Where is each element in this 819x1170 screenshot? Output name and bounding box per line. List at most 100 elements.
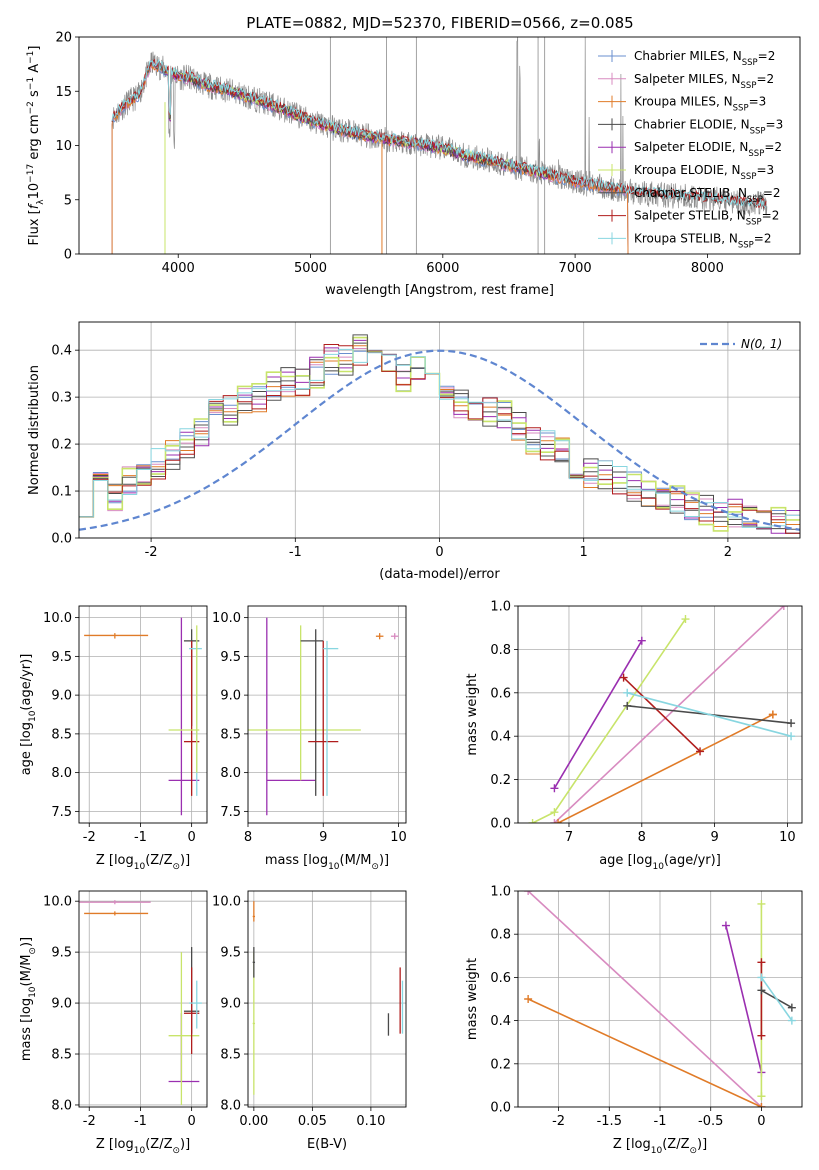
x-axis-label: age [log10(age/yr)] — [599, 853, 721, 872]
legend-count: =3 — [756, 163, 774, 177]
plot-area-residuals — [79, 322, 800, 538]
axes-frame — [517, 890, 803, 1108]
x-tick-label: -2 — [83, 1114, 96, 1129]
label-part: erg cm — [27, 114, 42, 163]
x-tick-label: 9 — [710, 830, 718, 845]
y-tick-label: 0.6 — [490, 971, 511, 986]
weight-marker-salpeter_stelib — [696, 747, 705, 756]
label-part: ⊙ — [689, 1146, 697, 1156]
y-tick-label: 9.0 — [220, 689, 241, 704]
plot-area-weight-vs-age — [518, 606, 802, 823]
x-tick-label: 0.05 — [298, 1114, 327, 1129]
y-tick-label: 0.2 — [51, 438, 72, 453]
weight-line-salpeter_miles — [553, 606, 785, 823]
label-part: Z [ — [96, 1137, 114, 1152]
label-part: 10 — [27, 183, 42, 200]
label-part: (M/M — [19, 955, 34, 987]
label-part: )] — [19, 937, 34, 947]
label-part: A — [27, 64, 42, 77]
figure-title: PLATE=0882, MJD=52370, FIBERID=0566, z=0… — [246, 14, 633, 32]
y-tick-label: 9.0 — [220, 997, 241, 1012]
legend-sub: SSP — [746, 218, 762, 228]
legend-sub: SSP — [741, 81, 757, 91]
axes-frame — [78, 36, 801, 255]
y-tick-label: 10.0 — [43, 611, 72, 626]
label-part: ⊙ — [28, 947, 38, 955]
legend-sub: SSP — [747, 195, 763, 205]
legend-sub: SSP — [733, 104, 749, 114]
label-part: log — [19, 722, 34, 742]
label-part: log — [631, 1137, 651, 1152]
weight-line-salpeter_elodie — [553, 640, 643, 789]
label-part: ⊙ — [172, 862, 180, 872]
y-tick-label: 8.0 — [51, 766, 72, 781]
label-part: −1 — [26, 51, 36, 64]
label-part: (Z/Z — [145, 853, 172, 868]
legend-name: Kroupa STELIB, N — [634, 231, 738, 245]
y-tick-label: 0.0 — [490, 1101, 511, 1116]
weight-marker-kroupa_stelib — [757, 973, 766, 982]
weight-marker-salpeter_stelib — [619, 673, 628, 682]
weight-marker-salpeter_stelib — [757, 958, 766, 967]
weight-marker-kroupa_elodie — [757, 899, 766, 908]
weight-line-kroupa_miles — [557, 713, 774, 823]
x-tick-label: 7000 — [559, 261, 592, 276]
residual-hist-kroupa_stelib — [79, 348, 800, 528]
x-tick-label: 9 — [319, 830, 327, 845]
y-axis-label: Normed distribution — [27, 365, 42, 495]
y-tick-label: 9.5 — [51, 946, 72, 961]
label-part: mass [ — [19, 1018, 34, 1061]
legend-sub: SSP — [738, 240, 754, 250]
label-part: mass weight — [465, 958, 480, 1040]
legend-label: Chabrier STELIB, NSSP=2 — [634, 186, 781, 205]
x-tick-label: -2 — [83, 830, 96, 845]
x-tick-label: 0 — [757, 1114, 765, 1129]
gaussian-legend-label: N(0, 1) — [741, 337, 782, 351]
legend-name: Chabrier ELODIE, N — [634, 117, 750, 131]
x-tick-label: -1 — [289, 545, 302, 560]
label-part: (age/yr)] — [19, 654, 34, 711]
label-part: 10 — [651, 1146, 663, 1156]
legend-label: Kroupa ELODIE, NSSP=3 — [634, 163, 774, 182]
label-part: 10 — [28, 986, 38, 998]
x-tick-label: 7 — [565, 830, 573, 845]
x-tick-label: -1 — [134, 1114, 147, 1129]
plot-area-age-vs-mass — [248, 606, 406, 823]
y-tick-label: 10.0 — [43, 895, 72, 910]
y-tick-label: 10.0 — [212, 895, 241, 910]
legend-sub: SSP — [741, 172, 757, 182]
plot-area-mass-vs-Z — [79, 891, 207, 1107]
weight-marker-kroupa_elodie — [528, 819, 537, 823]
weight-line-kroupa_miles — [527, 998, 762, 1107]
y-tick-label: 9.5 — [220, 946, 241, 961]
label-part: )] — [180, 1137, 190, 1152]
label-part: )] — [180, 853, 190, 868]
y-tick-label: 0.4 — [490, 730, 511, 745]
x-axis-label: Z [log10(Z/Z⊙)] — [96, 1137, 190, 1156]
weight-marker-salpeter_miles — [550, 819, 559, 823]
x-tick-label: 0 — [187, 1114, 195, 1129]
x-tick-label: -0.5 — [698, 1114, 723, 1129]
weight-marker-kroupa_elodie — [550, 808, 559, 817]
axes-frame — [78, 890, 208, 1108]
label-part: Flux [ — [27, 209, 42, 245]
y-tick-label: 0.8 — [490, 643, 511, 658]
y-tick-label: 7.5 — [51, 805, 72, 820]
y-axis-label: mass [log10(M/M⊙)] — [19, 937, 38, 1061]
legend-label: Chabrier ELODIE, NSSP=3 — [634, 117, 783, 136]
plot-area-weight-vs-Z — [518, 891, 802, 1107]
weight-marker-salpeter_elodie — [550, 784, 559, 793]
legend-sub: SSP — [748, 149, 764, 159]
label-part: age [ — [599, 853, 632, 868]
legend-count: =2 — [754, 231, 772, 245]
x-tick-label: 4000 — [162, 261, 195, 276]
weight-line-salpeter_stelib — [623, 677, 701, 752]
y-tick-label: 8.0 — [51, 1098, 72, 1113]
gaussian-curve — [79, 349, 800, 531]
legend-label: Salpeter ELODIE, NSSP=2 — [634, 140, 782, 159]
weight-marker-salpeter_stelib — [757, 1031, 766, 1040]
label-part: 10 — [134, 862, 146, 872]
panel-mass-vs-Z: -2 -1 08.08.59.09.510.0Z [log10(Z/Z⊙)]mass… — [19, 890, 208, 1156]
plot-area-mass-vs-EBV — [248, 891, 406, 1107]
